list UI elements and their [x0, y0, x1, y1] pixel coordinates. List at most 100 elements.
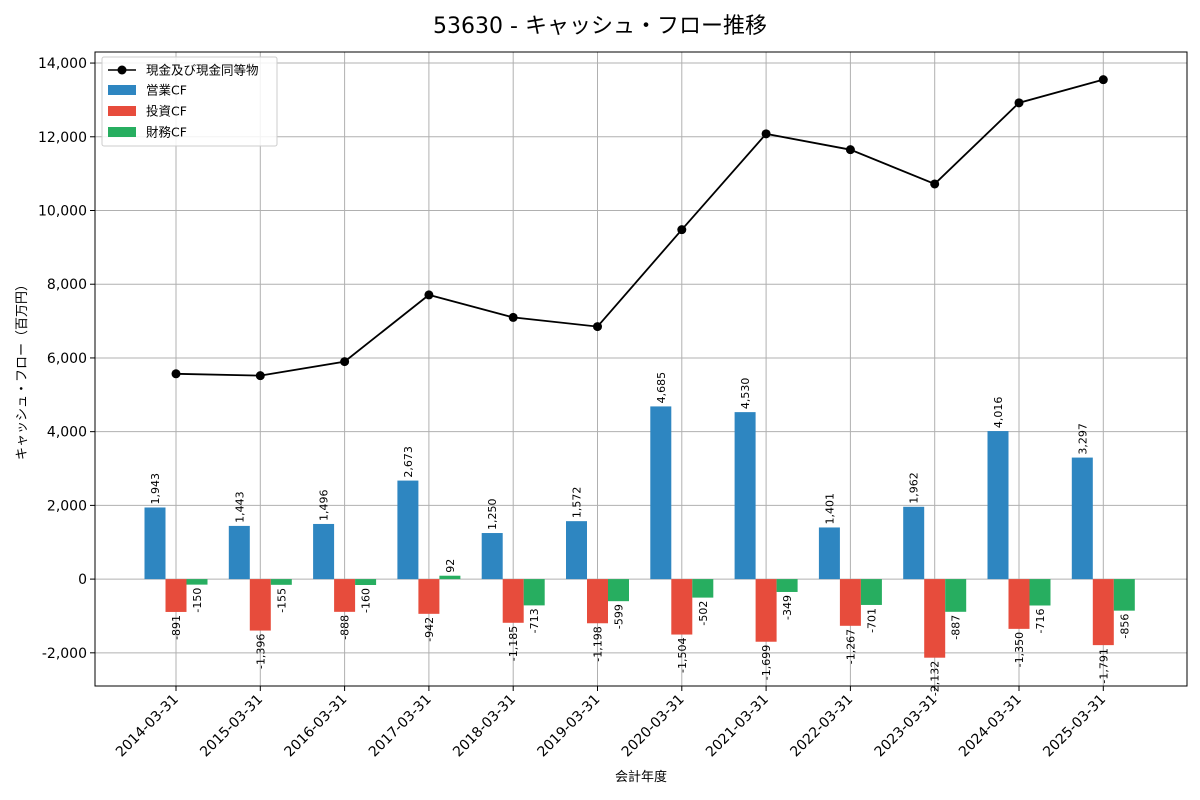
data-label-operating: 1,943	[149, 473, 162, 505]
data-label-financing: -701	[865, 608, 878, 633]
legend-swatch-operating	[108, 85, 136, 95]
cash-line	[171, 75, 1108, 381]
data-label-operating: 4,685	[655, 372, 668, 404]
cash-point	[593, 322, 602, 332]
bar-operating	[397, 480, 419, 580]
legend-label-cash: 現金及び現金同等物	[146, 63, 259, 78]
y-tick-label: 2,000	[47, 498, 87, 514]
x-tick-label: 2022-03-31	[787, 692, 856, 761]
bar-investing	[924, 579, 946, 658]
y-ticks: -2,000 0 2,000 4,000 6,000 8,000 10,000 12,000 1…	[38, 56, 95, 662]
bar-operating	[734, 412, 756, 580]
data-label-investing: -888	[339, 615, 352, 640]
bar-operating	[987, 431, 1009, 580]
bar-investing	[671, 579, 693, 635]
data-label-financing: -856	[1118, 614, 1131, 639]
y-tick-label: 0	[78, 572, 87, 588]
bar-investing	[334, 579, 356, 612]
x-tick-label: 2016-03-31	[282, 692, 351, 761]
y-axis-label: キャッシュ・フロー（百万円）	[15, 278, 30, 460]
data-label-investing: -1,198	[592, 626, 605, 661]
x-axis-label: 会計年度	[615, 769, 667, 785]
y-tick-label: 8,000	[47, 277, 87, 293]
data-label-operating: 2,673	[402, 446, 415, 478]
bar-operating	[228, 525, 250, 580]
cash-point	[1098, 75, 1108, 85]
bar-financing	[523, 579, 545, 606]
bar-financing	[776, 579, 798, 592]
data-label-investing: -2,132	[929, 661, 942, 696]
bar-investing	[839, 579, 861, 626]
cash-point	[508, 312, 518, 322]
cash-point	[255, 371, 265, 381]
bar-operating	[313, 523, 335, 580]
bar-investing	[587, 579, 608, 624]
bar-investing	[1092, 579, 1114, 646]
bar-financing	[860, 579, 882, 605]
data-label-investing: -1,699	[760, 645, 773, 680]
data-label-financing: -349	[781, 595, 794, 620]
data-label-investing: -942	[423, 617, 436, 642]
legend-box	[101, 56, 278, 147]
data-label-operating: 1,401	[823, 493, 836, 525]
bar-operating	[903, 506, 925, 580]
bar-financing	[439, 575, 461, 580]
bar-financing	[1029, 579, 1051, 606]
bar-operating	[1071, 457, 1093, 580]
x-ticks: 2014-03-31 2015-03-31 2016-03-31 2017-03-31…	[113, 686, 1109, 760]
data-label-operating: 4,530	[739, 378, 752, 410]
bar-financing	[1113, 579, 1135, 611]
data-label-investing: -1,350	[1013, 632, 1026, 667]
cash-line-path	[175, 78, 1104, 377]
cash-point	[761, 129, 771, 139]
bar-investing	[1008, 579, 1030, 629]
cash-point	[845, 145, 855, 155]
data-label-financing: -155	[275, 588, 288, 613]
cash-point	[424, 290, 434, 300]
data-label-investing: -1,791	[1097, 648, 1110, 683]
bar-investing	[755, 579, 777, 642]
data-label-financing: -713	[528, 608, 541, 633]
bar-investing	[249, 579, 271, 631]
y-tick-label: -2,000	[42, 646, 87, 662]
cash-point	[930, 179, 940, 189]
x-tick-label: 2023-03-31	[872, 692, 941, 761]
bars	[144, 406, 1135, 658]
bar-operating	[650, 406, 672, 580]
data-label-financing: 92	[444, 559, 457, 573]
bar-operating	[818, 527, 840, 580]
bar-financing	[608, 579, 629, 602]
data-label-investing: -1,396	[254, 634, 267, 669]
data-label-operating: 1,572	[571, 487, 584, 519]
data-label-financing: -150	[191, 588, 204, 613]
data-label-operating: 1,962	[908, 472, 921, 504]
bar-financing	[355, 579, 377, 586]
data-label-investing: -891	[170, 615, 183, 640]
bar-financing	[692, 579, 714, 598]
bar-operating	[566, 521, 587, 580]
y-tick-label: 14,000	[38, 56, 87, 72]
y-tick-label: 6,000	[47, 351, 87, 367]
data-label-operating: 3,297	[1076, 423, 1089, 455]
cash-point	[340, 357, 350, 367]
x-tick-label: 2020-03-31	[619, 692, 688, 761]
bar-financing	[186, 579, 208, 585]
bar-investing	[502, 579, 524, 623]
legend-swatch-investing	[108, 106, 136, 116]
bar-financing	[945, 579, 967, 612]
data-label-operating: 1,250	[486, 499, 499, 531]
cash-point	[171, 369, 181, 379]
y-tick-label: 12,000	[38, 130, 87, 146]
legend-label-financing: 財務CF	[146, 125, 187, 140]
data-label-financing: -887	[950, 615, 963, 640]
legend-label-operating: 営業CF	[146, 83, 187, 98]
legend-swatch-financing	[108, 127, 136, 137]
data-label-financing: -599	[613, 604, 626, 629]
x-tick-label: 2015-03-31	[197, 692, 266, 761]
data-label-financing: -160	[360, 588, 373, 613]
bar-investing	[165, 579, 187, 612]
x-tick-label: 2014-03-31	[113, 692, 182, 761]
bar-operating	[481, 533, 503, 580]
legend-line-marker	[117, 65, 127, 75]
data-label-financing: -502	[697, 601, 710, 626]
